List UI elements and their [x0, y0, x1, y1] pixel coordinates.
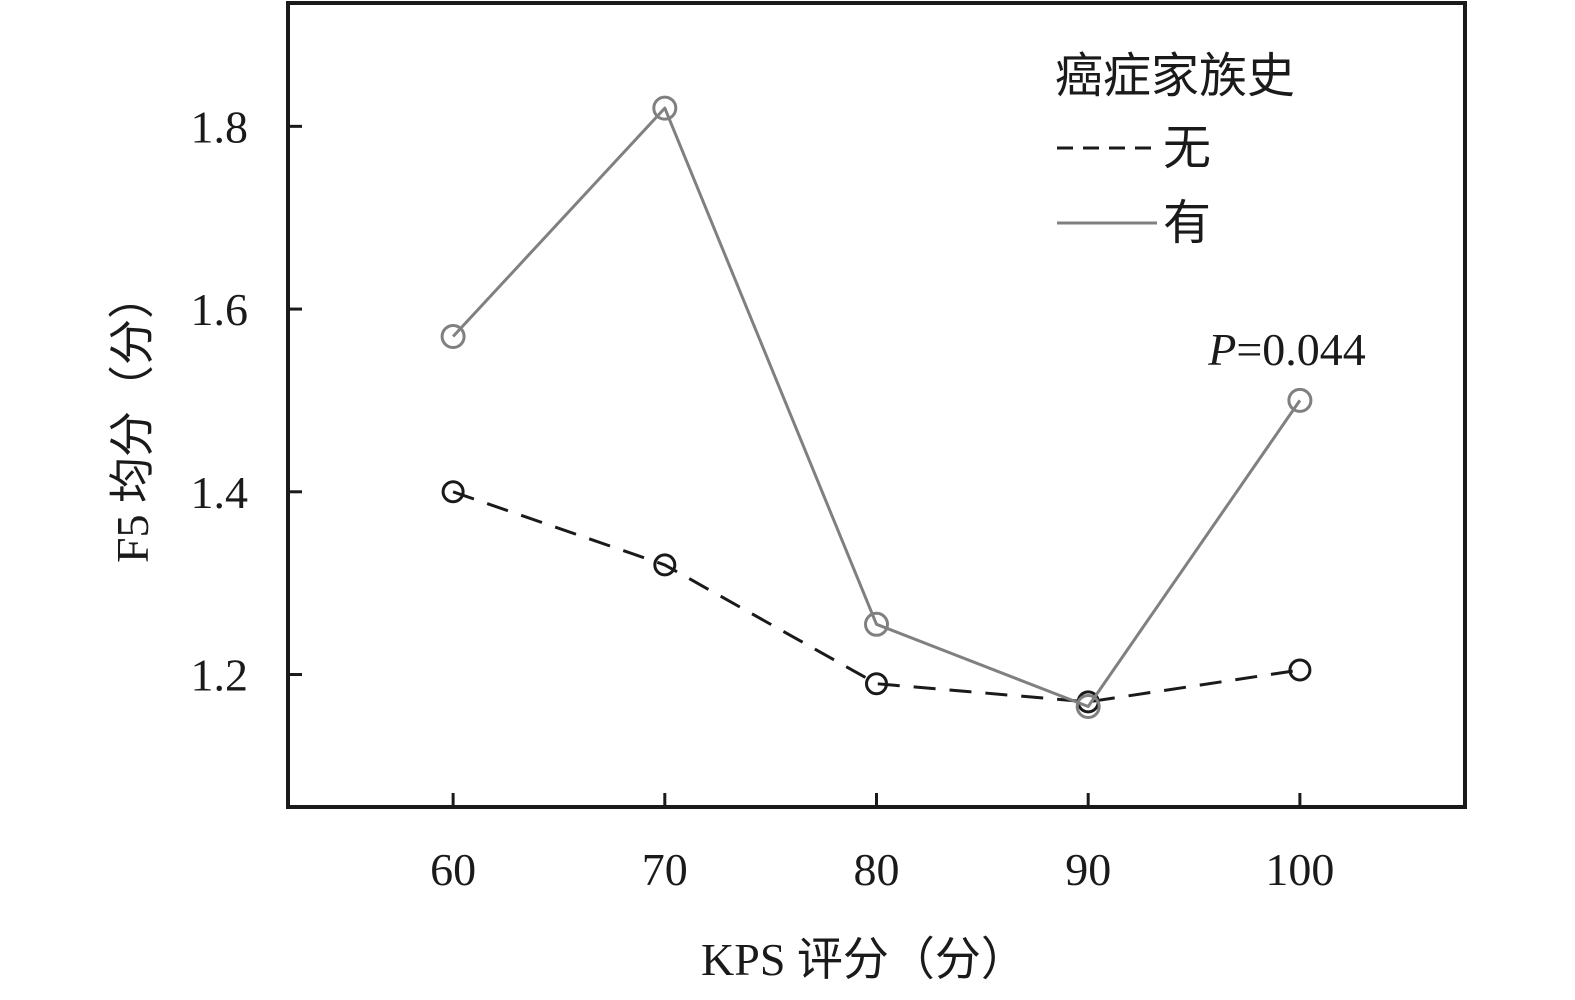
data-point-有 — [652, 95, 678, 121]
data-point-无 — [653, 553, 677, 577]
legend-label-有: 有 — [1163, 197, 1211, 250]
x-tick-label: 60 — [430, 844, 476, 895]
x-tick-label: 80 — [854, 844, 900, 895]
x-axis: 60 70 80 90 100 — [430, 793, 1334, 895]
legend-title: 癌症家族史 — [1055, 50, 1295, 103]
data-point-无 — [1288, 658, 1312, 682]
p-value-italic: P — [1207, 324, 1236, 375]
x-axis-label: KPS 评分（分） — [701, 934, 1027, 985]
x-tick-label: 90 — [1065, 844, 1111, 895]
y-tick-label: 1.6 — [191, 284, 249, 335]
legend: 癌症家族史 无 有 — [1055, 50, 1295, 250]
series-line-无 — [452, 490, 1301, 704]
data-point-无 — [865, 672, 888, 696]
y-axis: 1.2 1.4 1.6 1.8 — [191, 101, 302, 701]
data-point-有 — [440, 324, 466, 349]
y-axis-label: F5 均分（分） — [107, 273, 158, 563]
x-tick-label: 100 — [1265, 844, 1334, 895]
y-tick-label: 1.4 — [191, 467, 249, 518]
data-point-有 — [1075, 694, 1101, 719]
p-value-annotation: P=0.044 — [1207, 324, 1366, 375]
series-line-有 — [451, 106, 1302, 708]
legend-label-无: 无 — [1163, 122, 1211, 175]
y-tick-label: 1.8 — [191, 101, 249, 152]
x-tick-label: 70 — [642, 844, 688, 895]
series-layer — [440, 95, 1313, 719]
y-tick-label: 1.2 — [191, 650, 249, 701]
data-point-无 — [441, 480, 465, 504]
p-value-number: =0.044 — [1236, 324, 1365, 375]
data-point-有 — [1287, 387, 1313, 413]
data-point-有 — [864, 611, 889, 637]
